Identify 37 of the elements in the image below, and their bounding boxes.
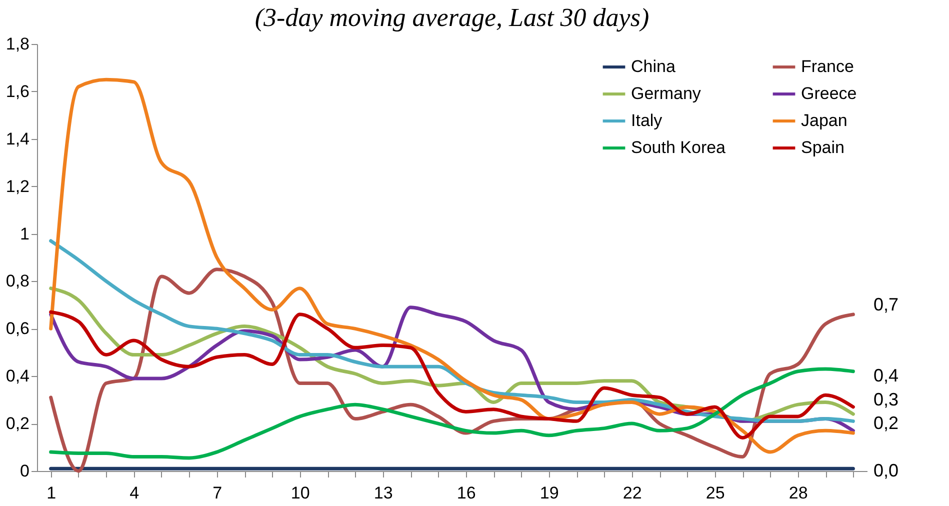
x-tick-label: 13 xyxy=(374,484,393,502)
x-tick-label: 16 xyxy=(456,484,476,502)
legend-label: Japan xyxy=(801,111,848,130)
line-series xyxy=(49,367,855,460)
y2-tick-label: 0,4 xyxy=(874,366,899,386)
legend-label: South Korea xyxy=(631,138,726,157)
legend-label: China xyxy=(631,57,676,76)
chart-title: (3-day moving average, Last 30 days) xyxy=(254,3,650,32)
y-tick-label: 0,2 xyxy=(6,414,30,434)
y2-tick-label: 0,2 xyxy=(874,413,899,434)
x-tick-label: 7 xyxy=(212,484,222,502)
line-series xyxy=(49,239,855,423)
y2-tick-label: 0,3 xyxy=(874,389,899,410)
legend-label: Spain xyxy=(801,138,844,157)
y-tick-label: 0,6 xyxy=(6,319,30,338)
x-tick-label: 22 xyxy=(622,484,642,502)
y2-tick-label: 0,0 xyxy=(874,460,899,480)
line-series xyxy=(49,78,855,454)
legend-label: France xyxy=(801,57,854,76)
y-tick-label: 1 xyxy=(20,224,30,244)
x-tick-label: 1 xyxy=(46,484,56,502)
y-tick-label: 1,2 xyxy=(6,176,30,196)
x-tick-label: 19 xyxy=(540,484,559,502)
y-tick-label: 0,4 xyxy=(6,366,30,386)
y-tick-label: 1,6 xyxy=(6,82,30,101)
x-tick-label: 25 xyxy=(706,484,725,502)
legend-label: Germany xyxy=(631,84,702,103)
x-tick-label: 10 xyxy=(290,484,310,502)
y-tick-label: 1,4 xyxy=(6,129,30,148)
legend-label: Italy xyxy=(631,111,663,130)
x-tick-label: 28 xyxy=(788,484,808,502)
y-tick-label: 0,8 xyxy=(6,272,30,291)
y-tick-label: 1,8 xyxy=(6,34,30,54)
y2-tick-label: 0,7 xyxy=(874,294,899,314)
x-tick-label: 4 xyxy=(130,484,140,502)
y-tick-label: 0 xyxy=(20,462,30,480)
legend-label: Greece xyxy=(801,84,857,103)
